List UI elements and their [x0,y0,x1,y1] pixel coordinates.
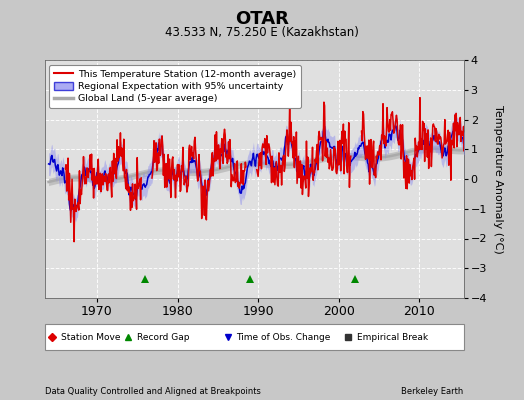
Text: OTAR: OTAR [235,10,289,28]
Legend: This Temperature Station (12-month average), Regional Expectation with 95% uncer: This Temperature Station (12-month avera… [49,65,301,108]
Text: Berkeley Earth: Berkeley Earth [401,387,464,396]
Text: 43.533 N, 75.250 E (Kazakhstan): 43.533 N, 75.250 E (Kazakhstan) [165,26,359,39]
Text: Empirical Break: Empirical Break [357,332,428,342]
Y-axis label: Temperature Anomaly (°C): Temperature Anomaly (°C) [493,105,503,253]
Text: Data Quality Controlled and Aligned at Breakpoints: Data Quality Controlled and Aligned at B… [45,387,260,396]
Text: Time of Obs. Change: Time of Obs. Change [236,332,331,342]
Text: Station Move: Station Move [61,332,121,342]
Text: Record Gap: Record Gap [137,332,189,342]
